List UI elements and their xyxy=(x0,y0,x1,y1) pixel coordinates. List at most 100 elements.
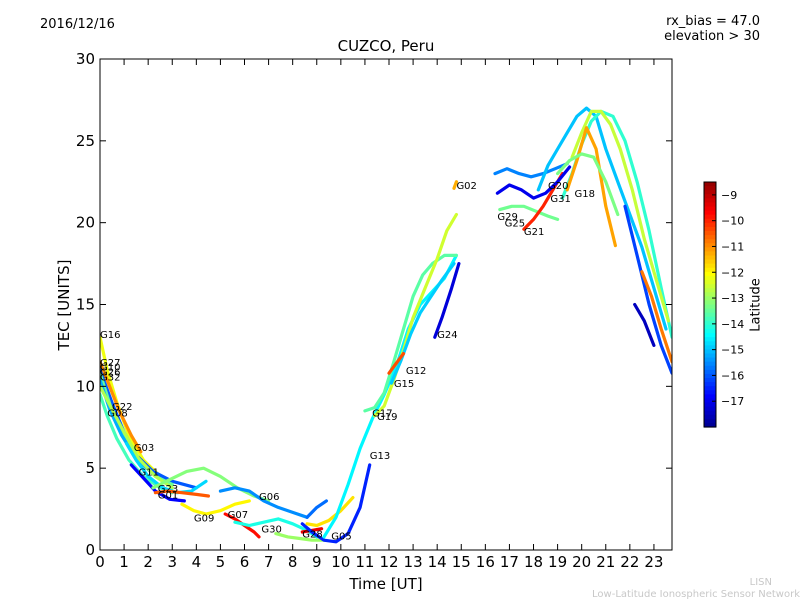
series-G09 xyxy=(180,499,251,516)
satellite-label-G13: G13 xyxy=(370,451,390,462)
x-tick-label: 20 xyxy=(572,553,591,571)
colorbar-tick-label: −10 xyxy=(721,215,744,228)
series-G15 xyxy=(389,262,456,385)
y-tick-label: 5 xyxy=(85,459,95,477)
series-G23 xyxy=(151,466,271,503)
x-tick-label: 3 xyxy=(167,553,177,571)
satellite-label-G06: G06 xyxy=(259,492,279,503)
x-tick-label: 18 xyxy=(524,553,543,571)
colorbar-segment xyxy=(704,308,716,314)
series-G03 xyxy=(124,442,208,495)
colorbar-segment xyxy=(704,418,716,424)
colorbar-segment xyxy=(704,210,716,216)
series-G22b xyxy=(640,270,672,364)
colorbar-tick-label: −15 xyxy=(721,344,744,357)
colorbar-tick-label: −11 xyxy=(721,240,744,253)
series-G01 xyxy=(153,489,210,498)
x-tick-label: 6 xyxy=(240,553,250,571)
colorbar-segment xyxy=(704,369,716,375)
satellite-label-G15: G15 xyxy=(394,379,414,390)
satellite-label-G16: G16 xyxy=(100,330,120,341)
satellite-label-G28: G28 xyxy=(302,530,322,541)
satellite-label-G26: G26 xyxy=(100,368,120,379)
colorbar-segment xyxy=(704,402,716,408)
credit-long: Low-Latitude Ionospheric Sensor Network xyxy=(592,589,800,600)
colorbar-segment xyxy=(704,206,716,212)
colorbar-segment xyxy=(704,337,716,342)
colorbar-segment xyxy=(704,267,716,273)
series-G04 xyxy=(305,496,355,528)
colorbar-segment xyxy=(704,226,716,232)
colorbar-segment xyxy=(704,292,716,297)
colorbar-segment xyxy=(704,222,716,228)
colorbar-segment xyxy=(704,394,716,400)
colorbar-segment xyxy=(704,288,716,293)
colorbar-segment xyxy=(704,320,716,326)
satellite-label-G19: G19 xyxy=(377,412,397,423)
x-tick-label: 21 xyxy=(596,553,615,571)
series-G05 xyxy=(300,463,372,544)
satellite-label-G07: G07 xyxy=(228,510,248,521)
colorbar-segment xyxy=(704,414,716,420)
colorbar-segment xyxy=(704,406,716,412)
series-layer xyxy=(100,106,672,544)
series-G06 xyxy=(218,486,309,519)
series-G29 xyxy=(493,162,569,179)
y-tick-label: 0 xyxy=(85,541,95,559)
satellite-label-G23: G23 xyxy=(158,484,178,495)
date-label: 2016/12/16 xyxy=(40,17,115,32)
series-G31 xyxy=(495,165,572,200)
colorbar: −9 −10 −11 −12 −13 −14 −15 −16 −17 xyxy=(703,181,744,428)
colorbar-segment xyxy=(704,214,716,220)
colorbar-segment xyxy=(704,422,716,428)
series-G28 xyxy=(274,531,326,542)
satellite-label-G05: G05 xyxy=(331,531,351,542)
colorbar-tick-label: −9 xyxy=(721,189,737,202)
x-tick-label: 12 xyxy=(379,553,398,571)
colorbar-segment xyxy=(704,296,716,302)
x-tick-label: 9 xyxy=(312,553,322,571)
colorbar-segment xyxy=(704,324,716,330)
colorbar-segment xyxy=(704,271,716,277)
colorbar-segment xyxy=(704,373,716,379)
satellite-label-G29: G29 xyxy=(497,212,517,223)
x-tick-label: 16 xyxy=(476,553,495,571)
colorbar-segment xyxy=(704,198,716,204)
colorbar-segment xyxy=(704,243,716,248)
y-tick-label: 15 xyxy=(76,296,95,314)
colorbar-segment xyxy=(704,186,716,191)
satellite-label-G24: G24 xyxy=(437,330,457,341)
x-tick-label: 0 xyxy=(95,553,105,571)
colorbar-segment xyxy=(704,182,716,187)
x-tick-label: 5 xyxy=(216,553,226,571)
y-tick-label: 30 xyxy=(76,50,95,68)
colorbar-segment xyxy=(704,284,716,289)
colorbar-segment xyxy=(704,349,716,355)
satellite-label-G18: G18 xyxy=(574,189,594,200)
colorbar-segment xyxy=(704,361,716,367)
colorbar-segment xyxy=(704,390,716,395)
colorbar-tick-label: −14 xyxy=(721,318,744,331)
colorbar-segment xyxy=(704,190,716,195)
series-G13 xyxy=(322,253,458,539)
colorbar-tick-label: −13 xyxy=(721,292,744,305)
satellite-label-G30: G30 xyxy=(261,525,281,536)
satellite-label-G03: G03 xyxy=(134,443,154,454)
colorbar-tick-label: −16 xyxy=(721,369,744,382)
series-G32b xyxy=(623,204,672,375)
y-tick-label: 20 xyxy=(76,214,95,232)
colorbar-segment xyxy=(704,239,716,244)
colorbar-segment xyxy=(704,300,716,306)
satellite-label-G01: G01 xyxy=(158,490,178,501)
chart-title: CUZCO, Peru xyxy=(337,37,435,55)
colorbar-segment xyxy=(704,365,716,371)
colorbar-segment xyxy=(704,218,716,224)
series-G19 xyxy=(373,212,458,418)
series-G24 xyxy=(433,262,461,339)
x-tick-label: 1 xyxy=(119,553,129,571)
colorbar-segment xyxy=(704,353,716,359)
x-tick-label: 11 xyxy=(355,553,374,571)
x-tick-label: 10 xyxy=(331,553,350,571)
